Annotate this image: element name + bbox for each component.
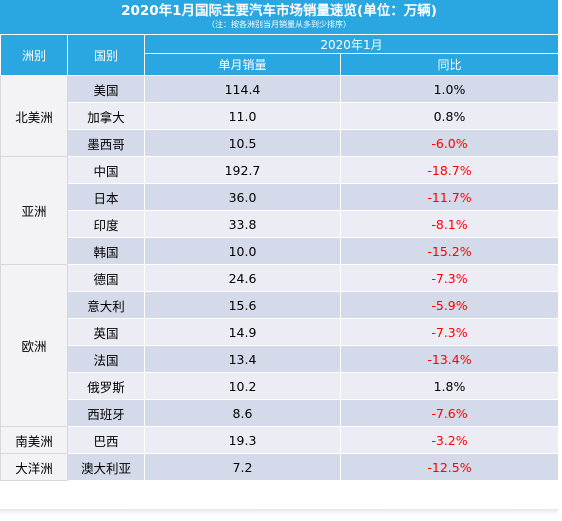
country-cell: 墨西哥 — [67, 129, 145, 157]
table-row: 欧洲 德国 24.6 -7.3% — [0, 264, 559, 427]
yoy-cell: -3.2% — [340, 426, 559, 454]
table-row: 俄罗斯 10.2 1.8% — [1, 372, 559, 400]
continent-cell: 北美洲 — [0, 75, 68, 157]
table-row: 大洋洲 澳大利亚 7.2 -12.5% — [0, 453, 559, 481]
yoy-cell: -11.7% — [340, 183, 559, 211]
country-cell: 美国 — [67, 75, 145, 103]
country-cell: 西班牙 — [67, 399, 145, 427]
country-cell: 印度 — [67, 210, 145, 238]
sales-cell: 14.9 — [144, 318, 341, 346]
yoy-cell: -18.7% — [340, 156, 559, 184]
country-cell: 法国 — [67, 345, 145, 373]
sales-cell: 33.8 — [144, 210, 341, 238]
yoy-cell: -7.3% — [340, 318, 559, 346]
yoy-header: 同比 — [340, 53, 559, 76]
country-cell: 澳大利亚 — [67, 453, 145, 481]
table-row: 法国 13.4 -13.4% — [1, 345, 559, 373]
continent-cell: 亚洲 — [0, 156, 68, 265]
table-row: 西班牙 8.6 -7.6% — [1, 399, 559, 427]
table-body: 北美洲 美国 114.4 1.0% 加拿大 11.0 0.8% 墨西哥 10.5 -6.0% 亚洲中… — [0, 75, 559, 481]
country-cell: 巴西 — [67, 426, 145, 454]
yoy-cell: 1.0% — [340, 75, 559, 103]
table-row: 南美洲 巴西 19.3 -3.2% — [0, 426, 559, 454]
yoy-cell: 0.8% — [340, 102, 559, 130]
sales-cell: 114.4 — [144, 75, 341, 103]
title-band: 2020年1月国际主要汽车市场销量速览(单位：万辆) （注：按各洲别当月销量从多… — [0, 0, 558, 34]
table-row: 英国 14.9 -7.3% — [1, 318, 559, 346]
table-row: 墨西哥 10.5 -6.0% — [1, 129, 559, 157]
sales-cell: 36.0 — [144, 183, 341, 211]
yoy-cell: -15.2% — [340, 237, 559, 265]
table-row: 加拿大 11.0 0.8% — [1, 102, 559, 130]
sales-cell: 10.2 — [144, 372, 341, 400]
country-cell: 德国 — [67, 264, 145, 292]
table-row: 北美洲 美国 114.4 1.0% — [0, 75, 559, 157]
country-cell: 日本 — [67, 183, 145, 211]
sales-cell: 13.4 — [144, 345, 341, 373]
sales-cell: 15.6 — [144, 291, 341, 319]
sales-cell: 192.7 — [144, 156, 341, 184]
sales-cell: 19.3 — [144, 426, 341, 454]
yoy-cell: 1.8% — [340, 372, 559, 400]
sales-cell: 11.0 — [144, 102, 341, 130]
table-row: 日本 36.0 -11.7% — [1, 183, 559, 211]
yoy-cell: -6.0% — [340, 129, 559, 157]
country-cell: 俄罗斯 — [67, 372, 145, 400]
country-cell: 韩国 — [67, 237, 145, 265]
yoy-cell: -7.6% — [340, 399, 559, 427]
sales-table: 洲别 国别 2020年1月 单月销量 同比 北美洲 美国 114.4 1.0% 加拿大 1… — [0, 34, 559, 481]
country-cell: 意大利 — [67, 291, 145, 319]
sales-cell: 7.2 — [144, 453, 341, 481]
country-cell: 英国 — [67, 318, 145, 346]
country-cell: 中国 — [67, 156, 145, 184]
continent-cell: 欧洲 — [0, 264, 68, 427]
yoy-cell: -13.4% — [340, 345, 559, 373]
country-cell: 加拿大 — [67, 102, 145, 130]
sales-cell: 10.0 — [144, 237, 341, 265]
table-row: 韩国 10.0 -15.2% — [1, 237, 559, 265]
yoy-cell: -5.9% — [340, 291, 559, 319]
yoy-cell: -7.3% — [340, 264, 559, 292]
sales-cell: 10.5 — [144, 129, 341, 157]
table-row: 意大利 15.6 -5.9% — [1, 291, 559, 319]
continent-cell: 南美洲 — [0, 426, 68, 454]
sales-cell: 8.6 — [144, 399, 341, 427]
table-title: 2020年1月国际主要汽车市场销量速览(单位：万辆) — [121, 3, 437, 19]
continent-header: 洲别 — [0, 34, 68, 76]
sales-header: 单月销量 — [144, 53, 341, 76]
table-row: 亚洲 中国 192.7 -18.7% — [0, 156, 559, 265]
yoy-cell: -12.5% — [340, 453, 559, 481]
country-header: 国别 — [67, 34, 145, 76]
table-footer — [0, 509, 558, 515]
sales-cell: 24.6 — [144, 264, 341, 292]
period-header: 2020年1月 — [144, 34, 559, 54]
continent-cell: 大洋洲 — [0, 453, 68, 481]
yoy-cell: -8.1% — [340, 210, 559, 238]
table-note: （注：按各洲别当月销量从多到少排序） — [207, 20, 351, 29]
table-row: 印度 33.8 -8.1% — [1, 210, 559, 238]
